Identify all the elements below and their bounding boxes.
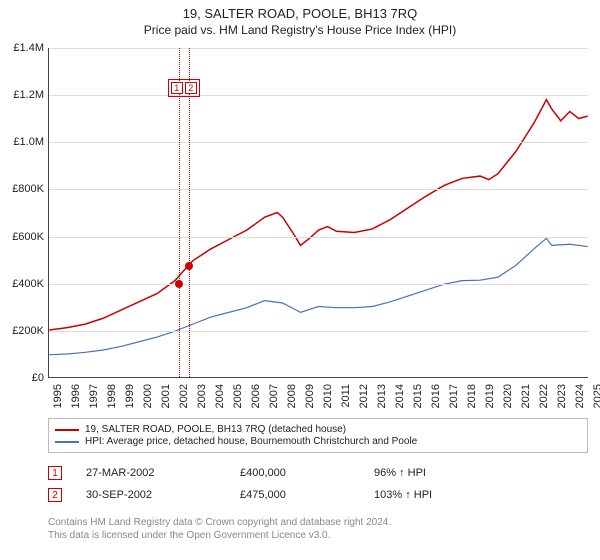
sale-number-badge: 2 <box>48 488 62 502</box>
x-tick-label: 2014 <box>394 384 406 408</box>
x-tick-label: 2011 <box>340 384 352 408</box>
sale-point-marker <box>185 262 193 270</box>
marker-vline <box>179 48 180 377</box>
sale-vs-hpi: 103% ↑ HPI <box>374 489 432 501</box>
legend-item: 19, SALTER ROAD, POOLE, BH13 7RQ (detach… <box>55 424 581 435</box>
x-tick-label: 2000 <box>142 384 154 408</box>
x-tick-label: 2001 <box>160 384 172 408</box>
sale-date: 30-SEP-2002 <box>86 489 216 501</box>
y-tick-label: £400K <box>0 278 44 290</box>
x-tick-label: 2021 <box>520 384 532 408</box>
sale-row: 2 30-SEP-2002 £475,000 103% ↑ HPI <box>48 484 588 506</box>
legend-label: HPI: Average price, detached house, Bour… <box>85 436 417 447</box>
marker-number: 1 <box>171 82 183 94</box>
x-tick-label: 2009 <box>304 384 316 408</box>
sales-table: 1 27-MAR-2002 £400,000 96% ↑ HPI 2 30-SEP-200… <box>48 462 588 506</box>
x-tick-label: 1999 <box>124 384 136 408</box>
marker-vline <box>189 48 190 377</box>
x-tick-label: 2005 <box>232 384 244 408</box>
sale-row: 1 27-MAR-2002 £400,000 96% ↑ HPI <box>48 462 588 484</box>
legend-item: HPI: Average price, detached house, Bour… <box>55 436 581 447</box>
sale-number-badge: 1 <box>48 466 62 480</box>
x-tick-label: 2003 <box>196 384 208 408</box>
disclaimer-line: Contains HM Land Registry data © Crown c… <box>48 516 588 529</box>
x-tick-label: 1995 <box>52 384 64 408</box>
x-tick-label: 2006 <box>250 384 262 408</box>
x-tick-label: 2002 <box>178 384 190 408</box>
x-tick-label: 2004 <box>214 384 226 408</box>
x-tick-label: 2017 <box>448 384 460 408</box>
chart-container: 19, SALTER ROAD, POOLE, BH13 7RQ Price p… <box>0 0 600 560</box>
gridline <box>49 284 588 285</box>
y-tick-label: £600K <box>0 231 44 243</box>
gridline <box>49 331 588 332</box>
legend: 19, SALTER ROAD, POOLE, BH13 7RQ (detach… <box>48 418 588 453</box>
marker-label-box: 12 <box>168 79 200 97</box>
x-tick-label: 2023 <box>556 384 568 408</box>
gridline <box>49 189 588 190</box>
x-tick-label: 2019 <box>484 384 496 408</box>
x-tick-label: 1998 <box>106 384 118 408</box>
x-tick-label: 2013 <box>376 384 388 408</box>
x-tick-label: 2010 <box>322 384 334 408</box>
sale-vs-hpi: 96% ↑ HPI <box>374 467 426 479</box>
x-tick-label: 2007 <box>268 384 280 408</box>
plot-area: 12 <box>48 48 588 378</box>
series-line <box>49 100 587 330</box>
x-tick-label: 1997 <box>88 384 100 408</box>
disclaimer-line: This data is licensed under the Open Gov… <box>48 529 588 542</box>
y-tick-label: £200K <box>0 325 44 337</box>
y-tick-label: £1.0M <box>0 136 44 148</box>
x-tick-label: 2008 <box>286 384 298 408</box>
sale-point-marker <box>175 280 183 288</box>
disclaimer: Contains HM Land Registry data © Crown c… <box>48 516 588 542</box>
legend-label: 19, SALTER ROAD, POOLE, BH13 7RQ (detach… <box>85 424 346 435</box>
marker-number: 2 <box>185 82 197 94</box>
chart-lines-svg <box>49 48 588 377</box>
x-tick-label: 2012 <box>358 384 370 408</box>
x-tick-label: 2015 <box>412 384 424 408</box>
y-tick-label: £0 <box>0 372 44 384</box>
chart-title: 19, SALTER ROAD, POOLE, BH13 7RQ <box>0 0 600 21</box>
x-tick-label: 2016 <box>430 384 442 408</box>
legend-swatch <box>55 429 79 431</box>
sale-date: 27-MAR-2002 <box>86 467 216 479</box>
x-tick-label: 2022 <box>538 384 550 408</box>
gridline <box>49 237 588 238</box>
y-tick-label: £1.2M <box>0 89 44 101</box>
gridline <box>49 48 588 49</box>
x-tick-label: 2018 <box>466 384 478 408</box>
x-tick-label: 1996 <box>70 384 82 408</box>
gridline <box>49 142 588 143</box>
series-line <box>49 238 587 354</box>
y-tick-label: £1.4M <box>0 42 44 54</box>
x-tick-label: 2020 <box>502 384 514 408</box>
x-tick-label: 2024 <box>574 384 586 408</box>
sale-price: £400,000 <box>240 467 350 479</box>
legend-swatch <box>55 441 79 443</box>
x-tick-label: 2025 <box>592 384 600 408</box>
y-tick-label: £800K <box>0 183 44 195</box>
gridline <box>49 95 588 96</box>
chart-subtitle: Price paid vs. HM Land Registry's House … <box>0 21 600 41</box>
sale-price: £475,000 <box>240 489 350 501</box>
